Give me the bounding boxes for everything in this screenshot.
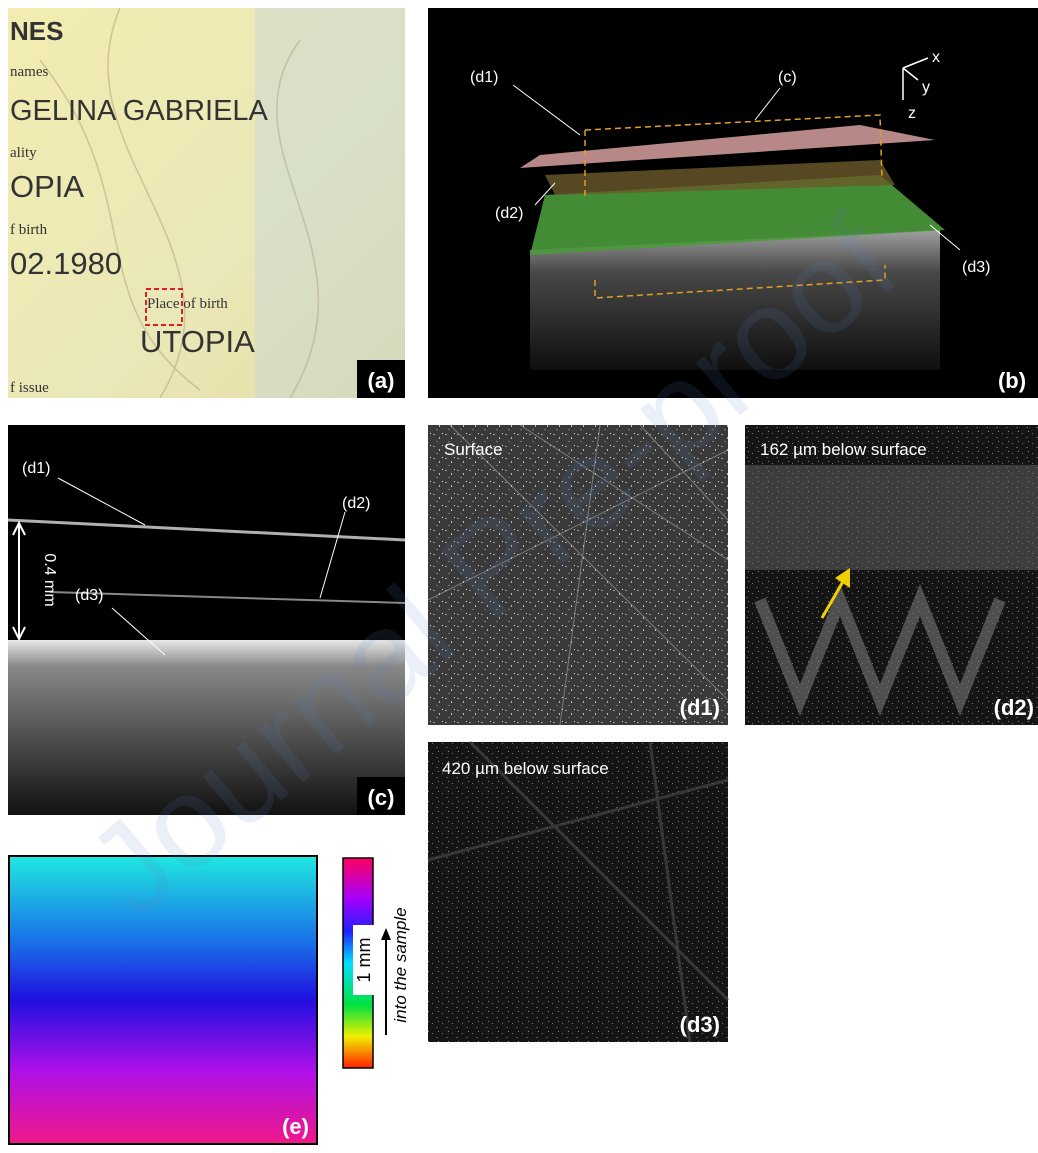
panel-label: (c)	[368, 785, 395, 810]
caption: Surface	[444, 440, 503, 459]
axis-label: y	[922, 79, 930, 96]
panel-label: (d3)	[680, 1012, 720, 1037]
scale-label: 1 mm	[354, 938, 374, 983]
panel-label: (d1)	[680, 695, 720, 720]
scale-label: 0.4 mm	[41, 553, 58, 606]
panel-label: (a)	[368, 368, 395, 393]
figure: NES names GELINA GABRIELA ality OPIA f b…	[0, 0, 1038, 1153]
panel-label: (d2)	[994, 695, 1034, 720]
caption: 162 µm below surface	[760, 440, 927, 459]
panel-a: NES names GELINA GABRIELA ality OPIA f b…	[8, 8, 405, 398]
card-text: GELINA GABRIELA	[10, 95, 269, 127]
annotation: (d3)	[962, 259, 990, 276]
card-text: names	[10, 64, 48, 80]
card-text: f issue	[10, 380, 49, 396]
panel-d3: 420 µm below surface (d3)	[428, 742, 728, 1042]
annotation: (d1)	[22, 460, 50, 477]
panel-d2: 162 µm below surface (d2)	[745, 425, 1038, 725]
axis-label: z	[908, 105, 916, 122]
annotation: (c)	[778, 69, 797, 86]
card-text: Place of birth	[147, 296, 228, 312]
card-text: 02.1980	[10, 246, 122, 281]
caption: 420 µm below surface	[442, 759, 609, 778]
card-text: UTOPIA	[140, 324, 255, 359]
panel-label: (e)	[282, 1114, 309, 1139]
panel-label: (b)	[998, 368, 1026, 393]
card-text: OPIA	[10, 169, 84, 204]
annotation: (d2)	[495, 205, 523, 222]
card-text: f birth	[10, 222, 48, 238]
card-text: ality	[10, 145, 37, 161]
annotation: (d1)	[470, 69, 498, 86]
annotation: (d3)	[75, 587, 103, 604]
annotation: (d2)	[342, 495, 370, 512]
direction-label: into the sample	[391, 907, 410, 1022]
panel-e: (e) 1 mm into the sample	[9, 856, 410, 1144]
axis-label: x	[932, 49, 940, 66]
card-text: NES	[10, 16, 63, 46]
